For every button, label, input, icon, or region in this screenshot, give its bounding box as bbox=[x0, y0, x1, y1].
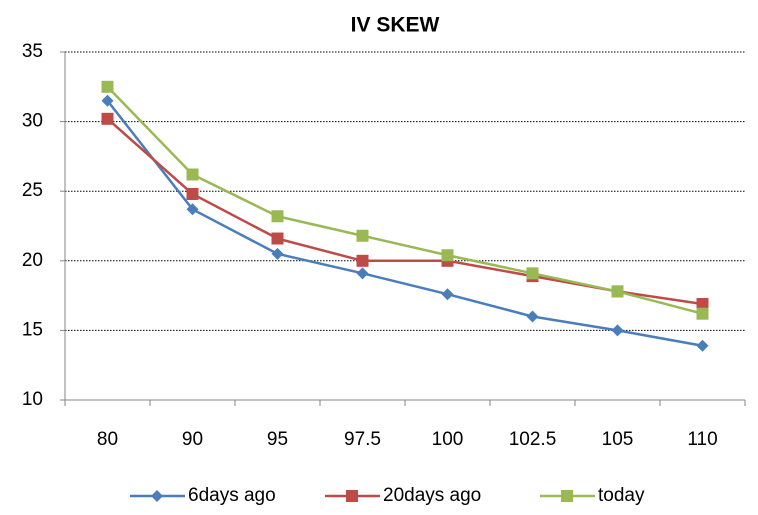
legend-marker bbox=[346, 490, 358, 502]
data-point bbox=[356, 254, 369, 267]
y-tick-label: 30 bbox=[22, 111, 43, 132]
x-tick-label: 102.5 bbox=[509, 429, 557, 450]
data-point bbox=[441, 249, 454, 262]
legend-label: 6days ago bbox=[188, 485, 276, 506]
y-tick-label: 15 bbox=[22, 319, 43, 340]
chart-title: IV SKEW bbox=[351, 14, 440, 37]
data-point bbox=[611, 324, 624, 337]
legend-marker bbox=[561, 490, 573, 502]
data-point bbox=[441, 288, 454, 301]
data-point bbox=[526, 310, 539, 323]
series-line bbox=[106, 85, 703, 315]
data-point bbox=[696, 339, 709, 352]
x-tick-label: 95 bbox=[267, 429, 288, 450]
x-tick-label: 90 bbox=[182, 429, 203, 450]
data-point bbox=[271, 210, 284, 223]
legend-label: 20days ago bbox=[383, 485, 481, 506]
data-point bbox=[611, 285, 624, 298]
data-point bbox=[101, 112, 114, 125]
data-point bbox=[101, 94, 114, 107]
data-point bbox=[101, 80, 114, 93]
y-tick-label: 35 bbox=[22, 41, 43, 62]
x-tick-label: 100 bbox=[432, 429, 464, 450]
x-tick-label: 110 bbox=[687, 429, 717, 450]
y-tick-label: 25 bbox=[22, 180, 43, 201]
data-point bbox=[271, 247, 284, 260]
y-tick-label: 10 bbox=[22, 389, 43, 410]
data-point bbox=[356, 267, 369, 280]
series-line bbox=[106, 99, 703, 347]
data-point bbox=[356, 229, 369, 242]
data-point bbox=[696, 297, 709, 310]
y-tick-label: 20 bbox=[22, 250, 43, 271]
data-point bbox=[186, 203, 199, 216]
data-point bbox=[186, 168, 199, 181]
data-point bbox=[186, 187, 199, 200]
legend-marker bbox=[151, 490, 163, 502]
data-point bbox=[271, 232, 284, 245]
data-point bbox=[526, 267, 539, 280]
x-tick-label: 97.5 bbox=[344, 429, 381, 450]
x-tick-label: 105 bbox=[602, 429, 634, 450]
data-point bbox=[696, 307, 709, 320]
legend-label: today bbox=[598, 485, 645, 506]
x-tick-label: 80 bbox=[97, 429, 118, 450]
